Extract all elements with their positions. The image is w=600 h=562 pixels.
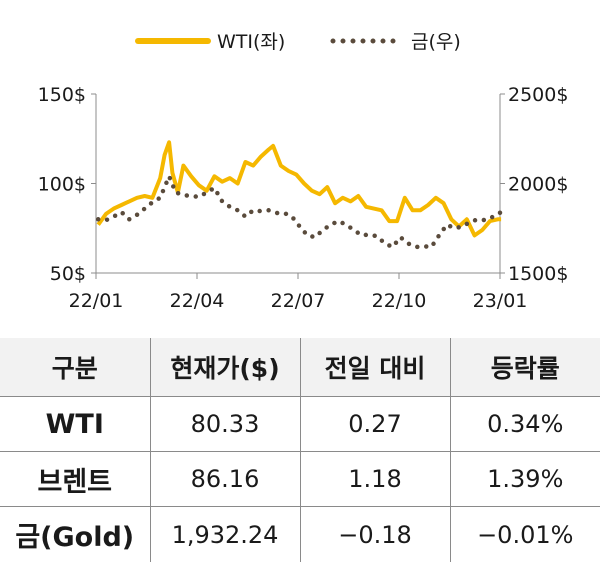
col-header-daily-change: 전일 대비 bbox=[300, 338, 450, 397]
table-row: 브렌트 86.16 1.18 1.39% bbox=[0, 452, 600, 507]
x-tick-label: 22/04 bbox=[170, 290, 225, 312]
cell-current-price: 86.16 bbox=[150, 452, 300, 507]
cell-daily-change: 0.27 bbox=[300, 397, 450, 452]
cell-daily-change: −0.18 bbox=[300, 507, 450, 562]
col-header-current-price: 현재가($) bbox=[150, 338, 300, 397]
y-left-tick-label: 100$ bbox=[38, 174, 86, 196]
y-right-tick-label: 2000$ bbox=[508, 174, 568, 196]
x-tick-label: 22/07 bbox=[271, 290, 326, 312]
cell-current-price: 1,932.24 bbox=[150, 507, 300, 562]
x-tick-label: 23/01 bbox=[473, 290, 528, 312]
legend-gold-label: 금(우) bbox=[411, 31, 461, 53]
col-header-category: 구분 bbox=[0, 338, 150, 397]
cell-daily-change: 1.18 bbox=[300, 452, 450, 507]
y-left-tick-label: 50$ bbox=[50, 263, 86, 285]
y-left-tick-label: 150$ bbox=[38, 84, 86, 106]
gold-series-line bbox=[98, 176, 503, 247]
y-right-tick-label: 2500$ bbox=[508, 84, 568, 106]
row-label: 브렌트 bbox=[0, 452, 150, 507]
row-label: 금(Gold) bbox=[0, 507, 150, 562]
cell-current-price: 80.33 bbox=[150, 397, 300, 452]
price-table: 구분 현재가($) 전일 대비 등락률 WTI 80.33 0.27 0.34%… bbox=[0, 338, 600, 562]
row-label: WTI bbox=[0, 397, 150, 452]
cell-change-rate: 1.39% bbox=[450, 452, 600, 507]
legend-wti-label: WTI(좌) bbox=[217, 31, 285, 53]
table-header-row: 구분 현재가($) 전일 대비 등락률 bbox=[0, 338, 600, 397]
table-row: WTI 80.33 0.27 0.34% bbox=[0, 397, 600, 452]
wti-series-line bbox=[98, 142, 501, 235]
chart-canvas: 150$ 100$ 50$ 2500$ 2000$ 1500$ 22/01 22/04 22/0… bbox=[0, 0, 600, 330]
col-header-change-rate: 등락률 bbox=[450, 338, 600, 397]
cell-change-rate: −0.01% bbox=[450, 507, 600, 562]
price-chart: 150$ 100$ 50$ 2500$ 2000$ 1500$ 22/01 22/04 22/0… bbox=[0, 0, 600, 330]
table-row: 금(Gold) 1,932.24 −0.18 −0.01% bbox=[0, 507, 600, 562]
y-right-tick-label: 1500$ bbox=[508, 263, 568, 285]
cell-change-rate: 0.34% bbox=[450, 397, 600, 452]
x-tick-label: 22/10 bbox=[372, 290, 427, 312]
x-tick-label: 22/01 bbox=[69, 290, 124, 312]
